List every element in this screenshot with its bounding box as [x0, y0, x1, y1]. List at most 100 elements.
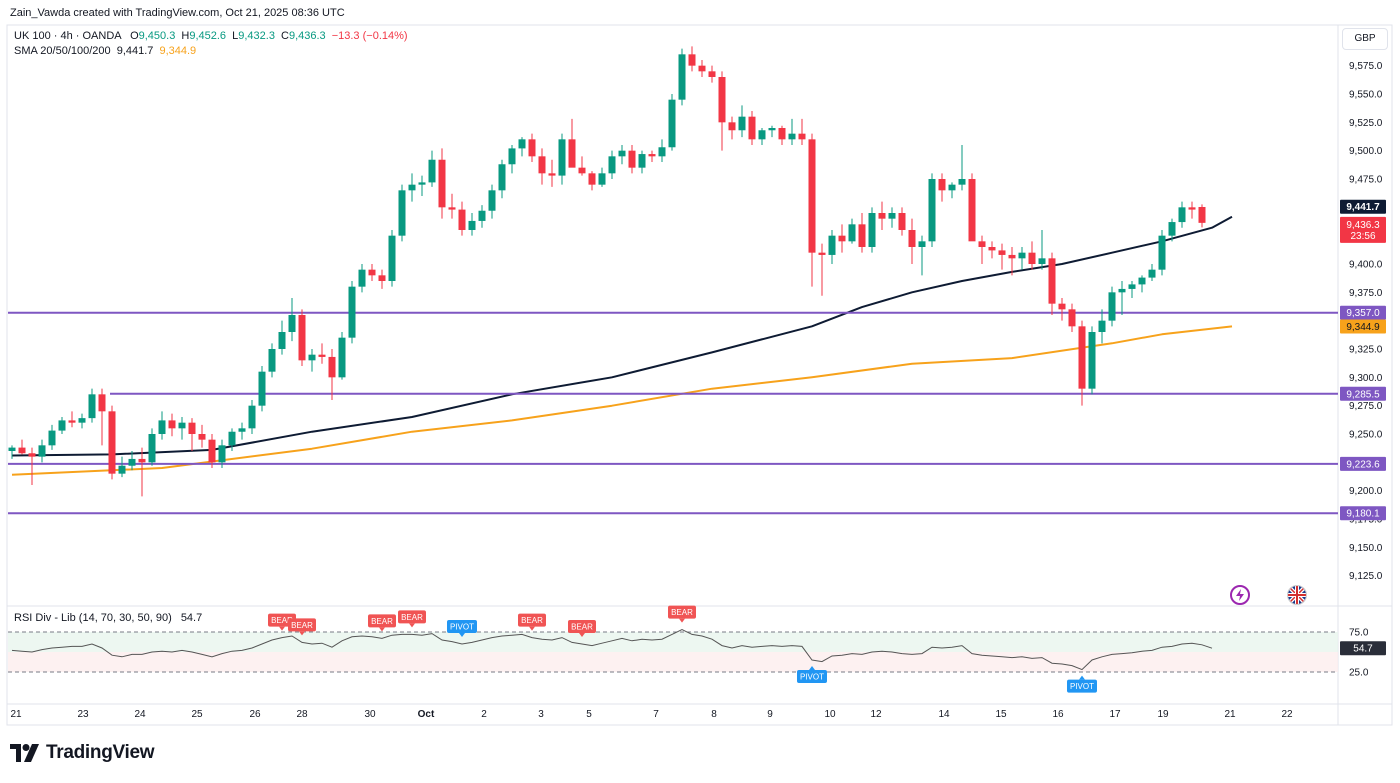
time-tick-label: 25	[191, 709, 203, 720]
candle-body	[828, 235, 836, 255]
candle-body	[88, 394, 96, 419]
sma-fast-tag-label: 9,441.7	[1346, 202, 1380, 213]
candle-body	[228, 431, 236, 446]
candle-body	[348, 286, 356, 338]
currency-button[interactable]: GBP	[1342, 28, 1388, 50]
candle-body	[338, 337, 346, 378]
level-tag	[1340, 386, 1386, 401]
candle-body	[888, 213, 896, 219]
candle-body	[1108, 292, 1116, 321]
tradingview-logo[interactable]: TradingView	[10, 741, 155, 765]
rsi-signal-label: BEAR	[401, 613, 423, 622]
rsi-signal-tag	[668, 605, 696, 619]
rsi-signal-pointer	[379, 627, 385, 632]
candle-body	[938, 179, 946, 191]
sma-slow-value: 9,344.9	[159, 45, 197, 57]
candle-body	[288, 315, 296, 332]
candle-body	[788, 133, 796, 140]
rsi-signal-pointer	[409, 623, 415, 628]
candle-body	[1158, 235, 1166, 270]
candle-body	[738, 116, 746, 131]
candle-body	[1088, 332, 1096, 389]
chart-border	[6, 24, 1393, 726]
candle-body	[118, 465, 126, 474]
candle-body	[488, 190, 496, 211]
flash-icon[interactable]	[1230, 585, 1250, 605]
candle-body	[468, 220, 476, 230]
candle-body	[1048, 258, 1056, 304]
price-tick-label: 9,400.0	[1349, 260, 1383, 271]
time-tick-label: 30	[364, 709, 376, 720]
time-tick-label: 21	[10, 709, 22, 720]
price-tick-label: 9,275.0	[1349, 401, 1383, 412]
close-value: 9,436.3	[288, 30, 326, 42]
level-tag-label: 9,180.1	[1346, 509, 1380, 520]
candle-body	[1138, 277, 1146, 285]
candle-body	[508, 148, 516, 165]
rsi-signal-label: PIVOT	[450, 623, 474, 632]
rsi-legend[interactable]: RSI Div - Lib (14, 70, 30, 50, 90) 54.7	[14, 612, 202, 624]
candle-body	[1148, 269, 1156, 278]
candle-body	[178, 422, 186, 429]
created-by-text: Zain_Vawda created with TradingView.com,…	[10, 7, 345, 19]
rsi-signal-pointer	[279, 626, 285, 631]
price-tick-label: 9,250.0	[1349, 430, 1383, 441]
candle-body	[728, 122, 736, 131]
candle-body	[978, 241, 986, 247]
time-tick-label: 2	[481, 709, 487, 720]
candle-body	[898, 213, 906, 230]
rsi-line	[11, 629, 1213, 671]
price-tick-label: 9,300.0	[1349, 373, 1383, 384]
rsi-signal-tag	[797, 670, 827, 683]
candle-body	[1038, 258, 1046, 264]
level-tag	[1340, 305, 1386, 320]
open-value: 9,450.3	[138, 30, 176, 42]
candle-body	[798, 133, 806, 140]
candle-body	[618, 150, 626, 157]
candle-body	[428, 159, 436, 183]
high-value: 9,452.6	[189, 30, 227, 42]
candle-body	[758, 130, 766, 140]
candle-body	[68, 420, 76, 423]
time-tick-label: 8	[711, 709, 717, 720]
time-tick-label: 7	[653, 709, 659, 720]
candle-body	[388, 235, 396, 281]
candle-body	[278, 332, 286, 349]
time-tick-label: 5	[586, 709, 592, 720]
candle-body	[538, 156, 546, 174]
symbol-label[interactable]: UK 100 · 4h · OANDA	[14, 30, 121, 42]
time-tick-label: 26	[249, 709, 261, 720]
level-tag-label: 9,357.0	[1346, 308, 1380, 319]
price-tick-label: 9,550.0	[1349, 90, 1383, 101]
uk-flag-icon[interactable]	[1287, 585, 1307, 605]
candle-body	[268, 349, 276, 372]
candle-body	[768, 128, 776, 131]
time-tick-label: 15	[995, 709, 1007, 720]
change-value: −13.3 (−0.14%)	[331, 30, 408, 42]
candle-body	[638, 154, 646, 168]
sma-slow-line	[11, 325, 1233, 476]
candle-body	[1128, 284, 1136, 289]
candle-body	[168, 420, 176, 429]
brand-name: TradingView	[46, 742, 155, 763]
candle-body	[78, 418, 86, 423]
candle-body	[128, 458, 136, 466]
candle-body	[1078, 326, 1086, 389]
candle-body	[1118, 288, 1126, 293]
rsi-signal-pointer	[299, 631, 305, 636]
time-tick-label: 9	[767, 709, 773, 720]
candle-body	[718, 77, 726, 123]
candle-body	[358, 269, 366, 287]
sma-legend[interactable]: SMA 20/50/100/200 9,441.7 9,344.9	[14, 45, 196, 57]
price-tick-label: 9,325.0	[1349, 345, 1383, 356]
candle-body	[258, 371, 266, 406]
time-tick-label: 23	[77, 709, 89, 720]
candle-body	[908, 230, 916, 247]
candle-body	[248, 405, 256, 429]
candle-body	[398, 190, 406, 236]
time-tick-label: 19	[1157, 709, 1169, 720]
candle-body	[808, 139, 816, 253]
candle-body	[708, 71, 716, 77]
